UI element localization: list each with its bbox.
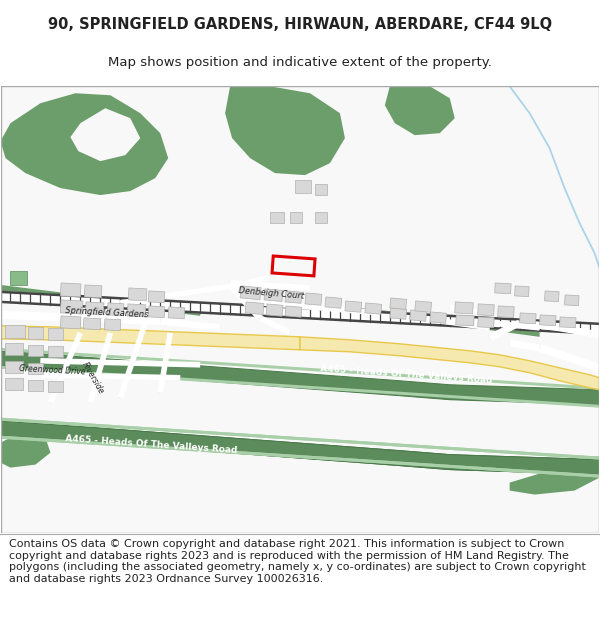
Polygon shape bbox=[1, 285, 200, 316]
Bar bbox=[61, 300, 83, 314]
Text: Greenwood Drive: Greenwood Drive bbox=[19, 364, 85, 376]
Bar bbox=[560, 317, 576, 328]
Bar bbox=[245, 302, 264, 314]
Text: Springfield Gardens: Springfield Gardens bbox=[65, 306, 149, 319]
Polygon shape bbox=[1, 436, 599, 478]
Bar bbox=[266, 304, 283, 316]
Bar bbox=[61, 283, 81, 297]
Text: A465 - Heads Of The Valleys Road: A465 - Heads Of The Valleys Road bbox=[320, 364, 493, 385]
Polygon shape bbox=[70, 108, 140, 161]
Bar bbox=[148, 291, 165, 302]
Polygon shape bbox=[1, 418, 599, 459]
Text: A465 - Heads Of The Valleys Road: A465 - Heads Of The Valleys Road bbox=[65, 434, 238, 455]
Bar bbox=[49, 346, 64, 357]
Bar bbox=[478, 304, 494, 316]
Text: 90, SPRINGFIELD GARDENS, HIRWAUN, ABERDARE, CF44 9LQ: 90, SPRINGFIELD GARDENS, HIRWAUN, ABERDA… bbox=[48, 17, 552, 32]
Bar bbox=[5, 325, 25, 338]
Bar bbox=[390, 308, 407, 319]
Bar bbox=[365, 303, 382, 314]
Bar bbox=[325, 297, 342, 308]
Bar bbox=[272, 256, 315, 276]
Bar bbox=[494, 283, 511, 294]
Bar bbox=[390, 298, 407, 309]
Text: Riverside: Riverside bbox=[80, 360, 106, 396]
Bar bbox=[415, 301, 431, 312]
Bar bbox=[285, 291, 302, 303]
Bar bbox=[28, 345, 43, 356]
Bar bbox=[545, 291, 559, 302]
Polygon shape bbox=[1, 421, 599, 474]
Polygon shape bbox=[1, 421, 599, 474]
Bar bbox=[455, 302, 473, 314]
Bar bbox=[410, 310, 427, 321]
Polygon shape bbox=[1, 366, 599, 408]
Bar bbox=[565, 295, 579, 306]
Bar bbox=[290, 212, 302, 223]
Bar bbox=[127, 304, 146, 317]
Bar bbox=[5, 361, 23, 372]
Bar bbox=[28, 362, 43, 374]
Polygon shape bbox=[385, 86, 455, 135]
Bar bbox=[85, 302, 104, 315]
Polygon shape bbox=[225, 86, 345, 175]
Polygon shape bbox=[1, 291, 599, 335]
Bar bbox=[270, 212, 284, 223]
Text: Denbeigh Court: Denbeigh Court bbox=[238, 286, 305, 300]
Text: Contains OS data © Crown copyright and database right 2021. This information is : Contains OS data © Crown copyright and d… bbox=[9, 539, 586, 584]
Bar bbox=[515, 286, 529, 297]
Polygon shape bbox=[1, 326, 300, 350]
Bar bbox=[104, 319, 121, 331]
Polygon shape bbox=[1, 93, 168, 195]
Polygon shape bbox=[1, 369, 599, 457]
Polygon shape bbox=[300, 337, 599, 390]
Bar bbox=[315, 184, 327, 195]
Bar bbox=[240, 286, 261, 299]
Polygon shape bbox=[360, 308, 539, 337]
Text: Map shows position and indicative extent of the property.: Map shows position and indicative extent… bbox=[108, 56, 492, 69]
Bar bbox=[85, 285, 102, 298]
Bar bbox=[295, 180, 311, 193]
Bar bbox=[49, 381, 64, 392]
Bar bbox=[345, 301, 362, 312]
Bar bbox=[456, 315, 474, 326]
Bar bbox=[107, 303, 124, 316]
Bar bbox=[315, 212, 327, 223]
Bar bbox=[520, 313, 536, 324]
Bar bbox=[264, 289, 283, 301]
Bar bbox=[430, 312, 446, 323]
Bar bbox=[5, 378, 23, 390]
Bar bbox=[83, 318, 101, 330]
Bar bbox=[497, 306, 514, 318]
Polygon shape bbox=[1, 436, 599, 478]
Polygon shape bbox=[1, 432, 50, 468]
Polygon shape bbox=[1, 348, 599, 390]
Bar bbox=[285, 306, 302, 318]
Bar bbox=[539, 315, 556, 326]
Bar bbox=[5, 343, 23, 355]
Bar bbox=[148, 306, 165, 318]
Polygon shape bbox=[1, 292, 599, 334]
Bar bbox=[28, 380, 43, 391]
Bar bbox=[28, 327, 43, 339]
Polygon shape bbox=[509, 452, 599, 494]
Bar bbox=[128, 288, 147, 301]
Polygon shape bbox=[1, 351, 599, 405]
Bar bbox=[10, 271, 28, 285]
Bar bbox=[168, 307, 185, 319]
Bar bbox=[305, 293, 322, 305]
Bar bbox=[478, 317, 494, 328]
Polygon shape bbox=[1, 418, 599, 459]
Bar bbox=[61, 316, 81, 329]
Bar bbox=[49, 328, 64, 340]
